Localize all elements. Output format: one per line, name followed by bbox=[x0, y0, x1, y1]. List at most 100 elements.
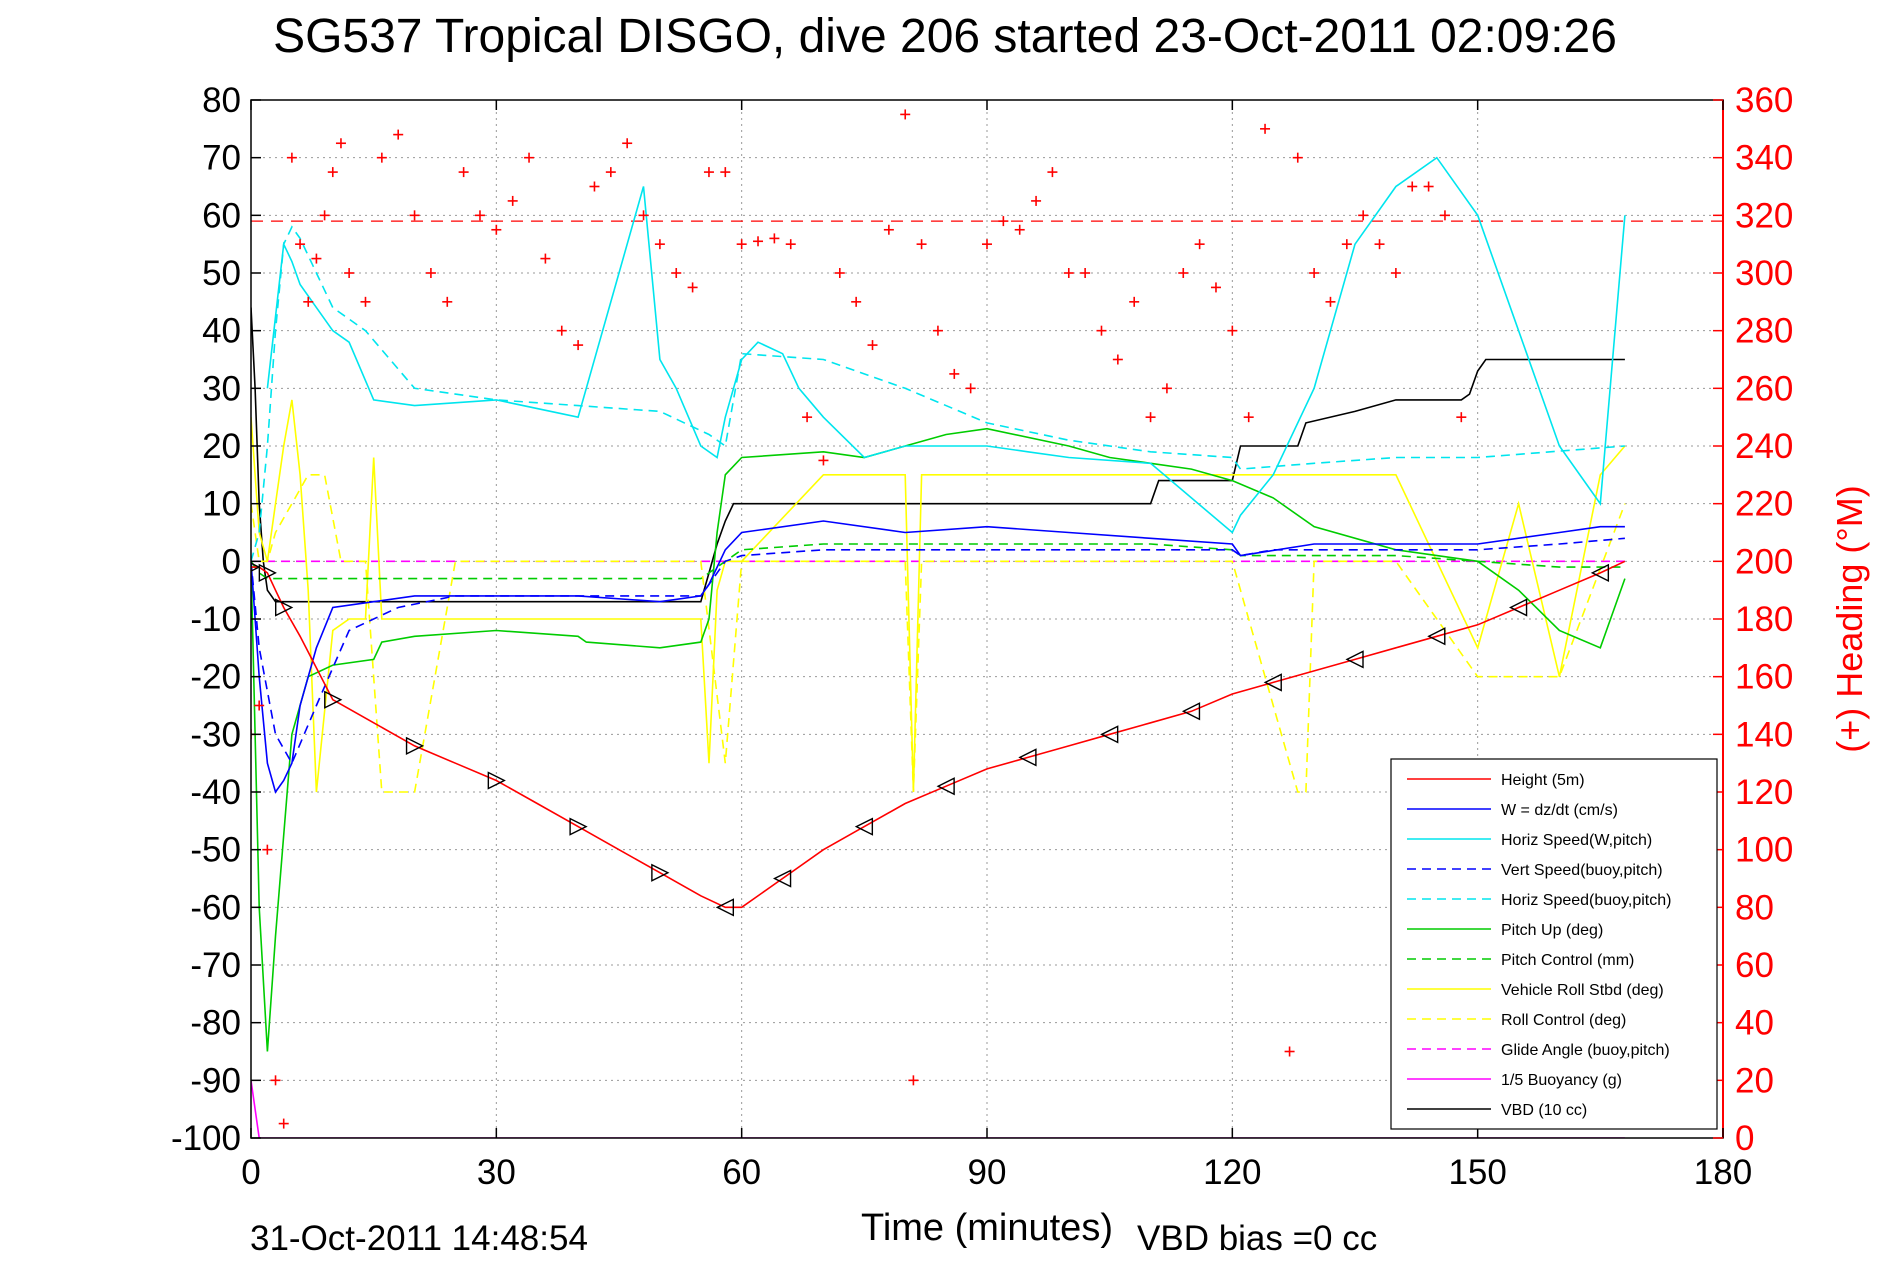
heading-point bbox=[1112, 354, 1123, 365]
x-tick-label: 0 bbox=[241, 1153, 260, 1192]
height-marker bbox=[1181, 702, 1201, 721]
heading-point bbox=[1284, 1046, 1295, 1057]
y-tick-label: -10 bbox=[190, 600, 241, 639]
heading-point bbox=[376, 152, 387, 163]
y-right-tick-label: 220 bbox=[1735, 485, 1793, 524]
heading-point bbox=[344, 268, 355, 278]
series-line-5 bbox=[251, 427, 1626, 1052]
height-marker bbox=[715, 898, 735, 917]
series-line-2 bbox=[266, 156, 1626, 534]
x-tick-label: 30 bbox=[477, 1153, 516, 1192]
legend-entry: Horiz Speed(W,pitch) bbox=[1501, 832, 1652, 849]
heading-point bbox=[270, 1075, 281, 1086]
heading-point bbox=[1325, 296, 1336, 307]
chart-title: SG537 Tropical DISGO, dive 206 started 2… bbox=[273, 10, 1617, 63]
height-marker bbox=[569, 817, 588, 836]
height-marker bbox=[1590, 563, 1610, 582]
legend-entry: W = dz/dt (cm/s) bbox=[1501, 802, 1618, 819]
y-tick-label: 40 bbox=[202, 312, 241, 351]
x-tick-label: 120 bbox=[1203, 1153, 1261, 1192]
y-right-tick-label: 160 bbox=[1735, 658, 1793, 697]
heading-point bbox=[1096, 325, 1107, 336]
heading-point bbox=[1047, 167, 1058, 178]
y-right-tick-label: 0 bbox=[1735, 1119, 1754, 1158]
heading-point bbox=[335, 138, 346, 149]
x-axis-label: Time (minutes) bbox=[861, 1207, 1113, 1249]
heading-point bbox=[524, 152, 535, 163]
heading-point bbox=[687, 282, 698, 293]
y-tick-label: 60 bbox=[202, 196, 241, 235]
heading-point bbox=[262, 844, 273, 855]
heading-point bbox=[1014, 224, 1025, 235]
heading-point bbox=[622, 138, 633, 149]
heading-point bbox=[1129, 296, 1140, 307]
heading-point bbox=[393, 129, 404, 140]
y-right-tick-label: 60 bbox=[1735, 946, 1774, 985]
y-tick-label: -80 bbox=[190, 1004, 241, 1043]
heading-point bbox=[1243, 412, 1254, 423]
legend-entry: Vehicle Roll Stbd (deg) bbox=[1501, 982, 1664, 999]
series-layer bbox=[251, 109, 1723, 1138]
heading-point bbox=[883, 224, 894, 235]
y-tick-label: -70 bbox=[190, 946, 241, 985]
legend-box bbox=[1390, 758, 1718, 1130]
height-marker bbox=[1508, 598, 1528, 617]
y-tick-label: -100 bbox=[171, 1119, 241, 1158]
heading-point bbox=[303, 296, 314, 307]
y-right-tick-label: 20 bbox=[1735, 1061, 1774, 1100]
heading-point bbox=[851, 296, 862, 307]
heading-point bbox=[295, 239, 306, 250]
y-tick-label: 10 bbox=[202, 485, 241, 524]
y-tick-label: -50 bbox=[190, 831, 241, 870]
x-tick-label: 60 bbox=[722, 1153, 761, 1192]
height-marker bbox=[651, 863, 670, 882]
heading-point bbox=[736, 239, 747, 250]
footer-vbd-bias: VBD bias =0 cc bbox=[1137, 1219, 1377, 1258]
y-tick-label: 0 bbox=[222, 542, 241, 581]
heading-point bbox=[802, 412, 813, 423]
heading-point bbox=[1358, 210, 1369, 221]
y-right-tick-label: 280 bbox=[1735, 312, 1793, 351]
heading-point bbox=[425, 268, 436, 278]
height-marker bbox=[405, 736, 425, 755]
series-line-4 bbox=[251, 225, 1625, 562]
heading-point bbox=[1341, 239, 1352, 250]
y-tick-label: 50 bbox=[202, 254, 241, 293]
height-marker bbox=[1018, 748, 1037, 767]
heading-point bbox=[834, 268, 845, 278]
height-marker bbox=[1345, 650, 1364, 669]
heading-point bbox=[949, 368, 960, 379]
heading-point bbox=[360, 296, 371, 307]
y-right-tick-label: 100 bbox=[1735, 831, 1793, 870]
heading-point bbox=[311, 253, 322, 264]
heading-point bbox=[286, 152, 297, 163]
y-tick-label: -30 bbox=[190, 715, 241, 754]
series-line-1 bbox=[251, 520, 1625, 794]
height-marker bbox=[854, 817, 874, 836]
y-right-tick-label: 360 bbox=[1735, 81, 1793, 120]
y-tick-label: 30 bbox=[202, 369, 241, 408]
y-tick-label: -20 bbox=[190, 658, 241, 697]
y-tick-label: -60 bbox=[190, 888, 241, 927]
y-tick-label: 80 bbox=[202, 81, 241, 120]
y-right-tick-label: 320 bbox=[1735, 196, 1793, 235]
heading-point bbox=[540, 253, 551, 264]
footer-timestamp: 31-Oct-2011 14:48:54 bbox=[250, 1219, 588, 1258]
heading-point bbox=[998, 216, 1009, 227]
legend-entry: VBD (10 cc) bbox=[1501, 1102, 1587, 1119]
y-right-tick-label: 240 bbox=[1735, 427, 1793, 466]
series-line-7 bbox=[251, 399, 1626, 793]
y-right-tick-label: 260 bbox=[1735, 369, 1793, 408]
height-marker bbox=[772, 869, 792, 888]
heading-point bbox=[638, 210, 649, 221]
legend-entry: Glide Angle (buoy,pitch) bbox=[1501, 1042, 1670, 1059]
y-tick-label: -90 bbox=[190, 1061, 241, 1100]
legend-entry: Roll Control (deg) bbox=[1501, 1012, 1626, 1029]
x-tick-label: 180 bbox=[1694, 1153, 1752, 1192]
legend-entry: Pitch Up (deg) bbox=[1501, 922, 1603, 939]
legend-entry: Pitch Control (mm) bbox=[1501, 952, 1634, 969]
heading-point bbox=[1407, 181, 1418, 192]
heading-point bbox=[1031, 195, 1042, 206]
heading-point bbox=[278, 1118, 289, 1129]
